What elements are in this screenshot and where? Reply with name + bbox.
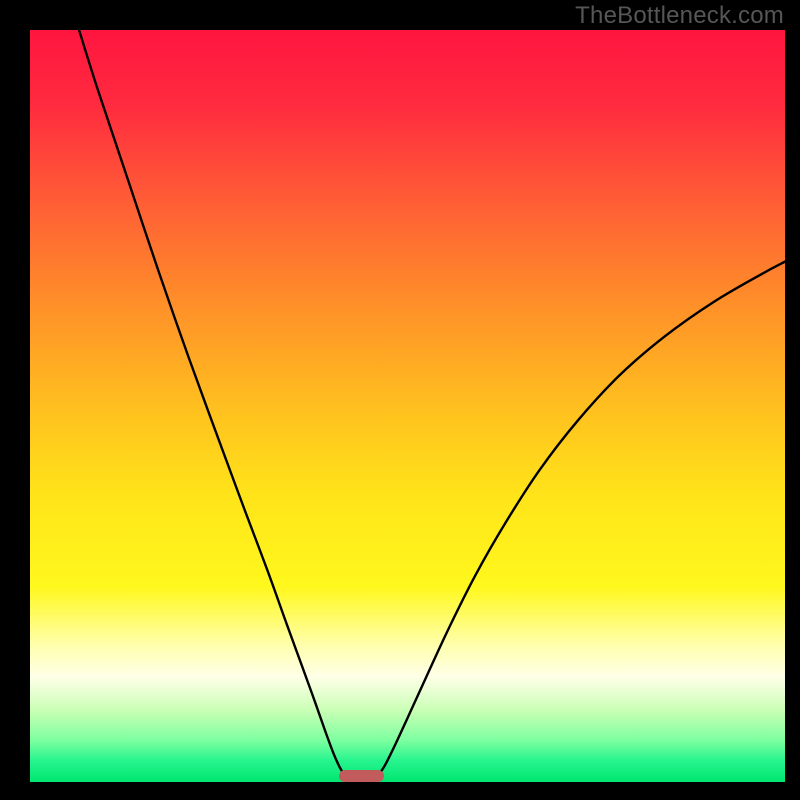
watermark-text: TheBottleneck.com xyxy=(575,2,784,30)
plot-area xyxy=(30,30,785,782)
frame-bottom xyxy=(0,782,800,800)
frame-left xyxy=(0,0,30,800)
gradient-background xyxy=(30,30,785,782)
valley-marker xyxy=(339,770,384,782)
frame-right xyxy=(785,0,800,800)
